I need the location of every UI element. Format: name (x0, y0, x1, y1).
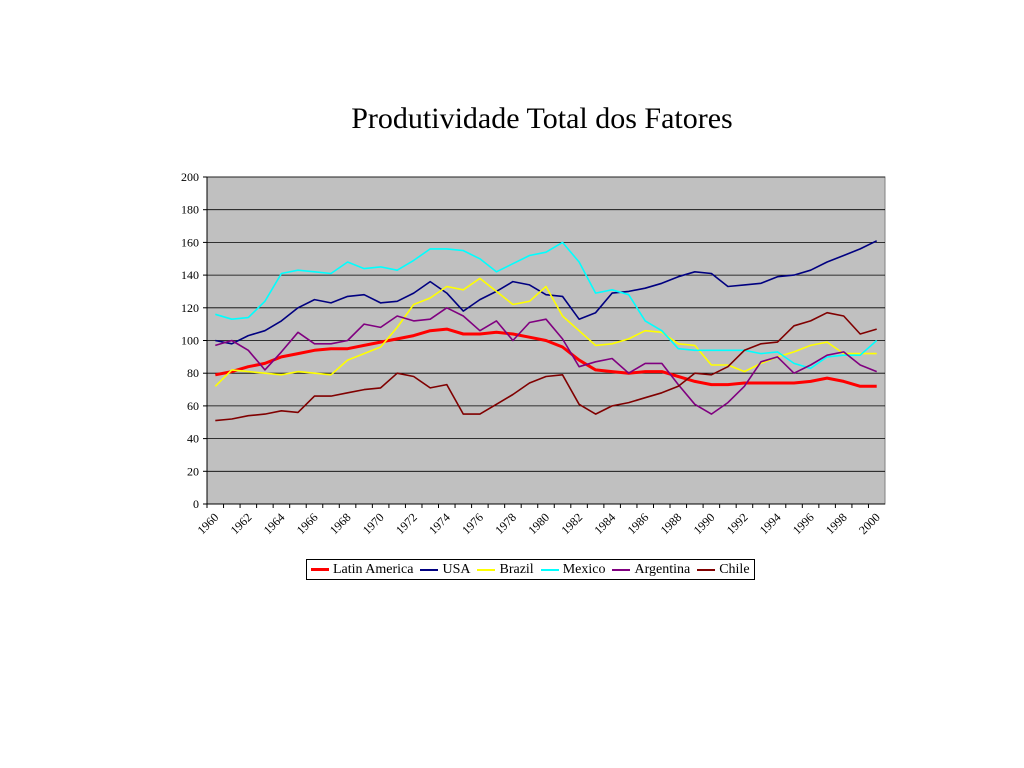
x-tick-label: 1972 (393, 510, 420, 537)
x-tick-label: 1978 (492, 510, 519, 537)
legend-label: Brazil (499, 561, 534, 577)
x-tick-label: 1974 (426, 510, 453, 537)
series-line-argentina (215, 306, 877, 415)
series-line-mexico (215, 241, 878, 370)
legend-swatch (311, 568, 329, 571)
y-tick-label: 60 (187, 399, 199, 413)
x-tick-label: 1964 (261, 510, 288, 537)
y-tick-label: 100 (181, 334, 199, 348)
y-tick-label: 40 (187, 432, 199, 446)
x-tick-label: 1984 (591, 510, 618, 537)
y-tick-label: 20 (187, 464, 199, 478)
x-tick-label: 1962 (228, 510, 255, 537)
legend-swatch (477, 568, 496, 571)
x-tick-label: 1994 (757, 510, 784, 537)
y-tick-label: 200 (181, 170, 199, 184)
legend-label: USA (442, 561, 471, 577)
x-tick-label: 1968 (327, 510, 354, 537)
x-tick-label: 1988 (658, 510, 685, 537)
y-tick-label: 160 (181, 235, 199, 249)
legend-swatch (612, 568, 631, 571)
legend-swatch (697, 568, 716, 571)
x-tick-label: 1986 (624, 510, 651, 537)
legend-label: Chile (719, 561, 750, 577)
series-line-chile (215, 311, 877, 422)
x-tick-label: 2000 (856, 510, 883, 537)
x-tick-label: 1980 (525, 510, 552, 537)
y-tick-label: 180 (181, 203, 199, 217)
x-tick-label: 1982 (558, 510, 585, 537)
legend-item-argentina: Argentina (612, 562, 690, 578)
x-tick-label: 1976 (459, 510, 486, 537)
legend-item-latin-america: Latin America (311, 562, 413, 578)
legend-swatch (420, 568, 439, 571)
legend-item-mexico: Mexico (540, 561, 606, 578)
chart-title: Produtividade Total dos Fatores (351, 102, 733, 135)
x-tick-label: 1960 (195, 510, 222, 537)
x-tick-label: 1990 (691, 510, 718, 537)
legend-item-brazil: Brazil (477, 561, 534, 578)
chart-legend: Latin America USA Brazil Mexico Argentina Chi… (306, 559, 755, 580)
series-line-latin-america (215, 327, 877, 388)
legend-label: Argentina (634, 561, 691, 577)
y-tick-label: 0 (193, 497, 199, 511)
legend-label: Latin America (333, 561, 414, 577)
legend-label: Mexico (562, 561, 606, 577)
y-tick-label: 140 (181, 268, 199, 282)
legend-swatch (540, 568, 559, 571)
legend-item-usa: USA (420, 562, 470, 578)
series-line-usa (215, 240, 878, 345)
legend-item-chile: Chile (697, 561, 750, 578)
y-tick-label: 80 (187, 366, 199, 380)
x-tick-label: 1966 (294, 510, 321, 537)
series-line-brazil (214, 277, 877, 387)
x-tick-label: 1996 (790, 510, 817, 537)
x-tick-label: 1970 (360, 510, 387, 537)
x-tick-label: 1998 (823, 510, 850, 537)
y-tick-label: 120 (181, 301, 199, 315)
x-tick-label: 1992 (724, 510, 751, 537)
